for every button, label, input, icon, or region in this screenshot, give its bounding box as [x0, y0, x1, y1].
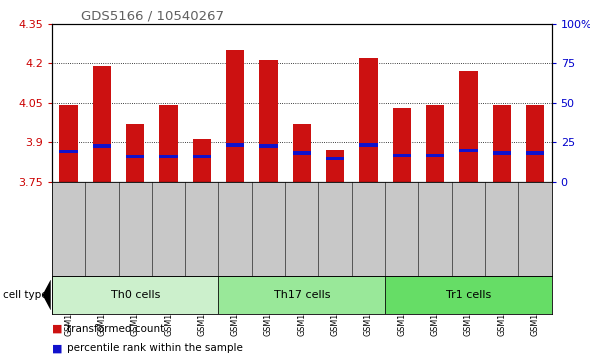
Bar: [226, 143, 244, 147]
Bar: [359, 143, 378, 147]
Text: Th17 cells: Th17 cells: [274, 290, 330, 300]
Bar: [293, 151, 311, 155]
Bar: [52, 276, 218, 314]
Bar: [359, 58, 378, 182]
Bar: [126, 123, 145, 182]
Text: percentile rank within the sample: percentile rank within the sample: [67, 343, 242, 354]
Bar: [426, 105, 444, 182]
Polygon shape: [42, 280, 51, 310]
Text: Tr1 cells: Tr1 cells: [445, 290, 491, 300]
Bar: [493, 151, 511, 155]
Bar: [60, 150, 78, 153]
Bar: [392, 108, 411, 182]
Bar: [260, 61, 278, 182]
Bar: [326, 156, 344, 160]
Bar: [385, 276, 552, 314]
Text: ■: ■: [52, 323, 63, 334]
Bar: [218, 276, 385, 314]
Text: Th0 cells: Th0 cells: [110, 290, 160, 300]
Bar: [526, 151, 544, 155]
Bar: [459, 149, 477, 152]
Bar: [326, 150, 344, 182]
Bar: [193, 139, 211, 182]
Bar: [126, 155, 145, 158]
Text: cell type: cell type: [3, 290, 48, 300]
Bar: [193, 155, 211, 158]
Text: GDS5166 / 10540267: GDS5166 / 10540267: [81, 9, 224, 22]
Bar: [226, 50, 244, 182]
Bar: [93, 144, 111, 148]
Bar: [426, 154, 444, 158]
Bar: [93, 66, 111, 182]
Bar: [293, 123, 311, 182]
Text: transformed count: transformed count: [67, 323, 164, 334]
Bar: [260, 144, 278, 148]
Bar: [159, 105, 178, 182]
Bar: [459, 71, 477, 182]
Bar: [526, 105, 544, 182]
Bar: [60, 105, 78, 182]
Bar: [392, 154, 411, 158]
Bar: [493, 105, 511, 182]
Text: ■: ■: [52, 343, 63, 354]
Bar: [159, 155, 178, 158]
